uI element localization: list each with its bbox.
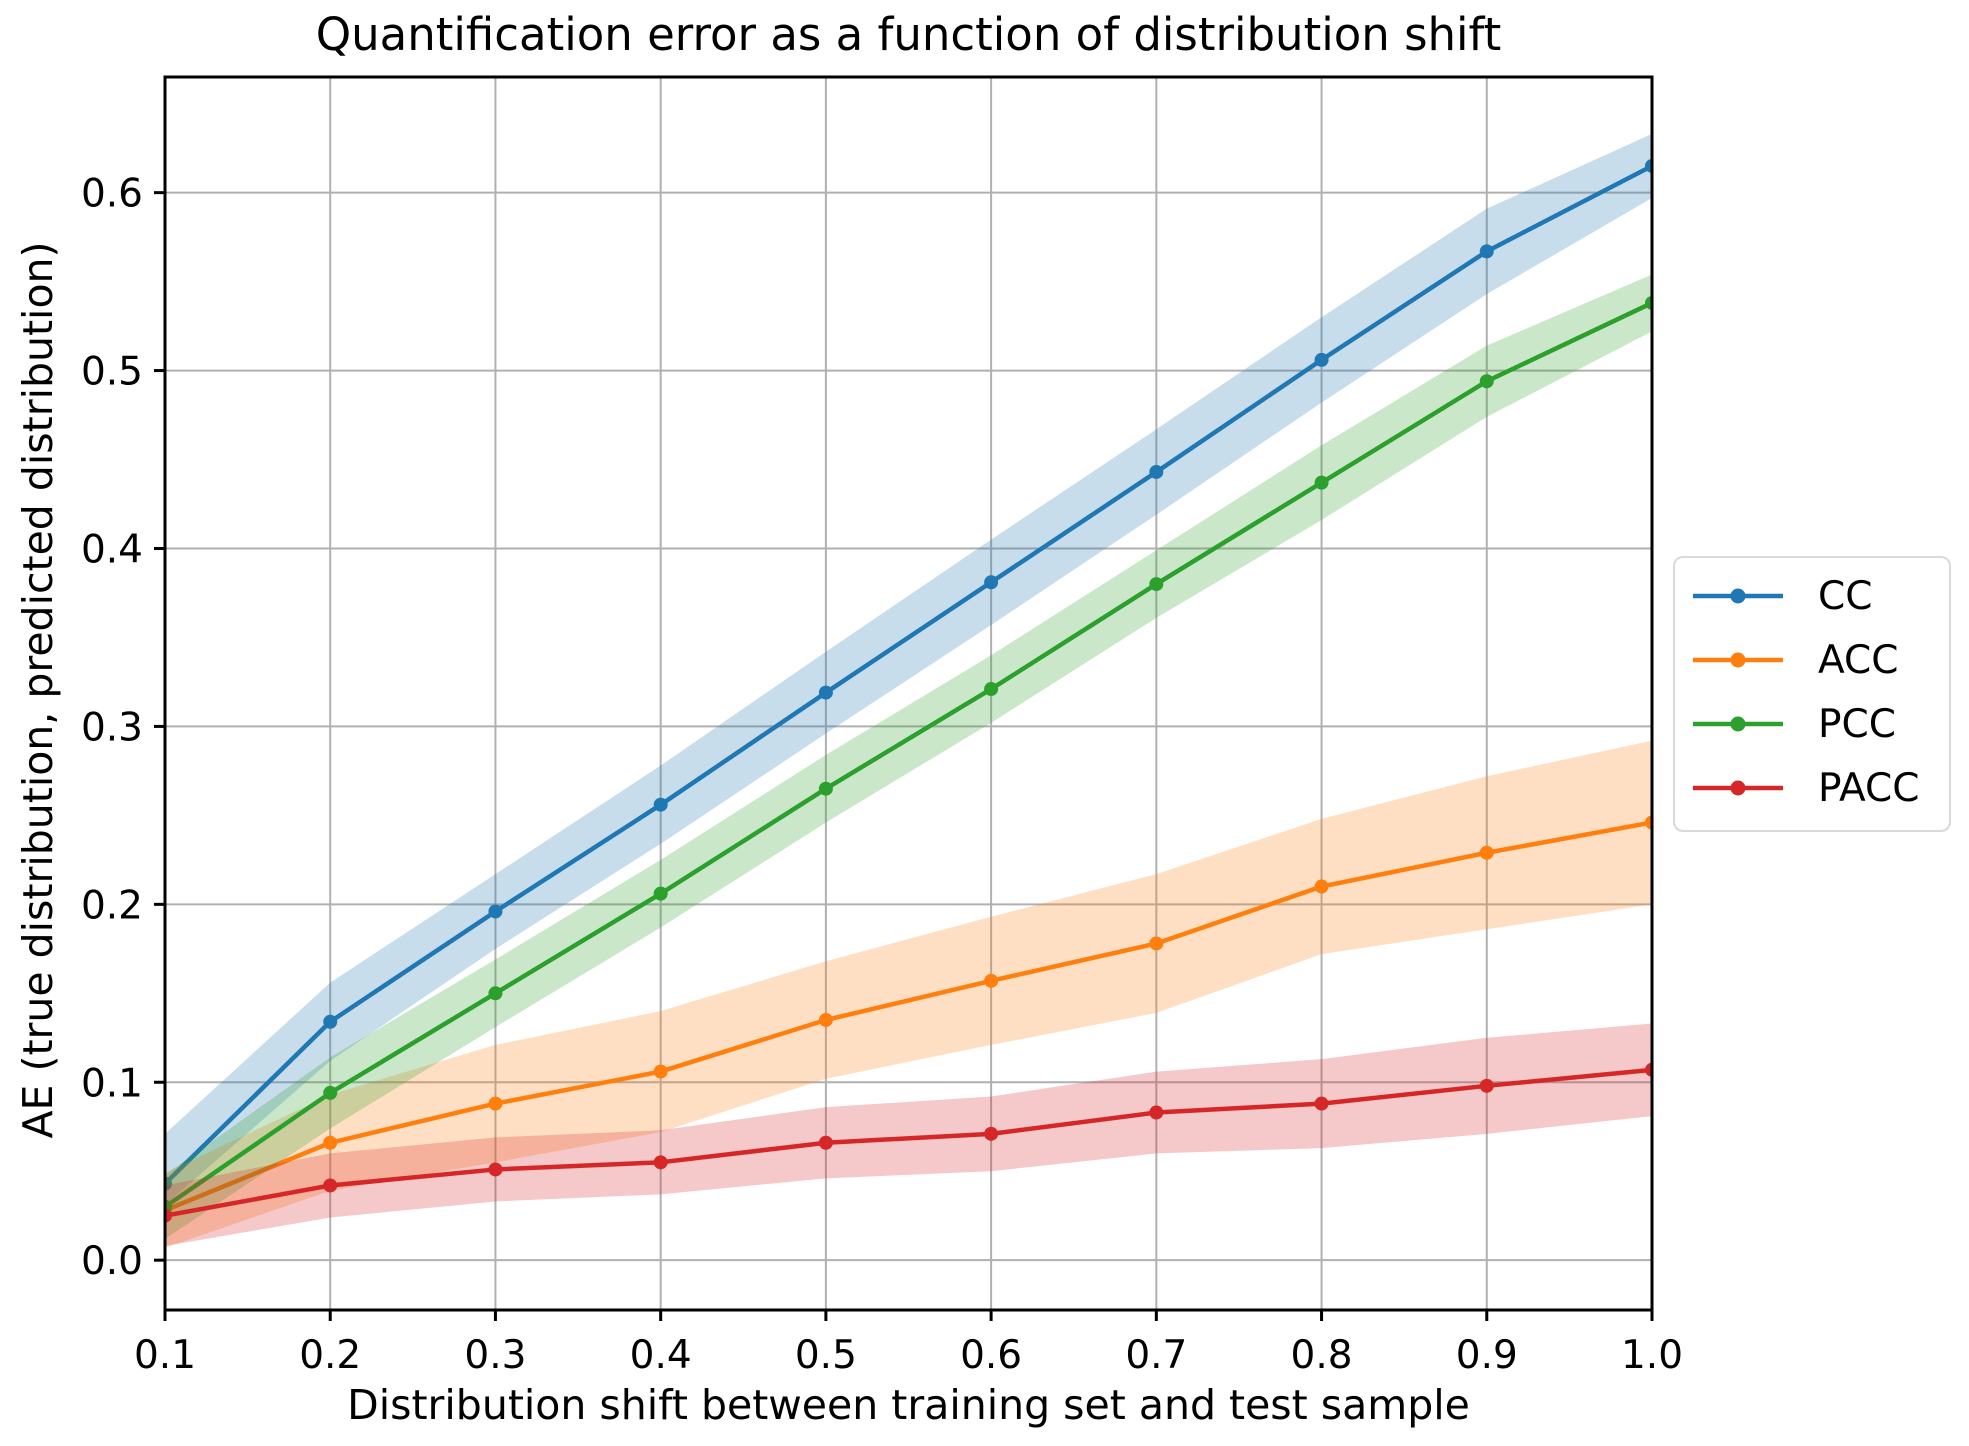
marker-pcc bbox=[488, 986, 503, 1001]
confidence-band-acc bbox=[165, 740, 1652, 1248]
marker-cc bbox=[984, 575, 999, 590]
confidence-band-pcc bbox=[165, 274, 1652, 1239]
marker-pcc bbox=[653, 886, 668, 901]
legend-swatch-icon bbox=[1693, 780, 1783, 796]
marker-pacc bbox=[653, 1155, 668, 1170]
y-axis-label: AE (true distribution, predicted distrib… bbox=[14, 241, 62, 1139]
marker-cc bbox=[488, 904, 503, 919]
y-tick-label: 0.2 bbox=[81, 883, 143, 928]
marker-acc bbox=[1314, 879, 1329, 894]
x-tick-label: 1.0 bbox=[1621, 1333, 1683, 1378]
x-tick-label: 0.7 bbox=[1125, 1333, 1187, 1378]
legend: CC ACC PCC PACC bbox=[1673, 556, 1951, 832]
line-cc bbox=[165, 163, 1652, 1186]
y-tick-label: 0.5 bbox=[81, 350, 143, 395]
x-tick-label: 0.9 bbox=[1456, 1333, 1518, 1378]
x-tick-label: 0.1 bbox=[134, 1333, 196, 1378]
marker-acc bbox=[1645, 815, 1652, 830]
marker-cc bbox=[818, 685, 833, 700]
x-tick-label: 0.2 bbox=[299, 1333, 361, 1378]
marker-pacc bbox=[1479, 1078, 1494, 1093]
marker-pacc bbox=[818, 1135, 833, 1150]
marker-pacc bbox=[1645, 1062, 1652, 1077]
y-tick-label: 0.0 bbox=[81, 1239, 143, 1284]
marker-pacc bbox=[1314, 1096, 1329, 1111]
legend-label: PCC bbox=[1818, 701, 1896, 747]
marker-cc bbox=[165, 1176, 172, 1191]
marker-pcc bbox=[1314, 475, 1329, 490]
y-tick-label: 0.4 bbox=[81, 527, 143, 572]
marker-acc bbox=[323, 1135, 338, 1150]
legend-swatch-icon bbox=[1693, 652, 1783, 668]
marker-acc bbox=[488, 1096, 503, 1111]
marker-pacc bbox=[488, 1162, 503, 1177]
marker-cc bbox=[1149, 464, 1164, 479]
x-tick-label: 0.6 bbox=[960, 1333, 1022, 1378]
legend-item-acc: ACC bbox=[1691, 628, 1949, 692]
line-pcc bbox=[165, 300, 1652, 1209]
marker-pcc bbox=[1645, 295, 1652, 310]
legend-item-cc: CC bbox=[1691, 564, 1949, 628]
legend-label: ACC bbox=[1818, 637, 1899, 683]
marker-acc bbox=[1479, 845, 1494, 860]
marker-pcc bbox=[1479, 374, 1494, 389]
legend-label: PACC bbox=[1818, 765, 1920, 811]
marker-pcc bbox=[1149, 577, 1164, 592]
legend-label: CC bbox=[1818, 573, 1873, 619]
marker-pacc bbox=[323, 1178, 338, 1193]
legend-item-pcc: PCC bbox=[1691, 692, 1949, 756]
marker-pcc bbox=[984, 682, 999, 697]
marker-cc bbox=[323, 1014, 338, 1029]
confidence-band-pacc bbox=[165, 1023, 1652, 1246]
line-acc bbox=[165, 820, 1652, 1213]
legend-item-pacc: PACC bbox=[1691, 756, 1949, 820]
y-tick-label: 0.3 bbox=[81, 705, 143, 750]
line-pacc bbox=[165, 1067, 1652, 1218]
marker-pcc bbox=[818, 781, 833, 796]
x-tick-label: 0.4 bbox=[630, 1333, 692, 1378]
marker-pacc bbox=[984, 1126, 999, 1141]
x-tick-label: 0.8 bbox=[1291, 1333, 1353, 1378]
x-axis-label: Distribution shift between training set … bbox=[347, 1381, 1470, 1429]
marker-pacc bbox=[165, 1208, 172, 1223]
chart-title: Quantification error as a function of di… bbox=[315, 8, 1502, 61]
marker-pcc bbox=[323, 1085, 338, 1100]
marker-cc bbox=[1479, 244, 1494, 259]
legend-swatch-icon bbox=[1693, 588, 1783, 604]
confidence-band-cc bbox=[165, 133, 1652, 1206]
y-tick-label: 0.6 bbox=[81, 172, 143, 217]
marker-acc bbox=[818, 1012, 833, 1027]
marker-pacc bbox=[1149, 1105, 1164, 1120]
marker-acc bbox=[1149, 936, 1164, 951]
series-group bbox=[165, 133, 1652, 1248]
marker-cc bbox=[1645, 158, 1652, 173]
y-tick-label: 0.1 bbox=[81, 1061, 143, 1106]
marker-acc bbox=[984, 973, 999, 988]
x-tick-label: 0.3 bbox=[464, 1333, 526, 1378]
marker-cc bbox=[653, 797, 668, 812]
marker-cc bbox=[1314, 352, 1329, 367]
x-tick-label: 0.5 bbox=[795, 1333, 857, 1378]
plot-border bbox=[163, 75, 1654, 1312]
legend-swatch-icon bbox=[1693, 716, 1783, 732]
marker-acc bbox=[653, 1064, 668, 1079]
